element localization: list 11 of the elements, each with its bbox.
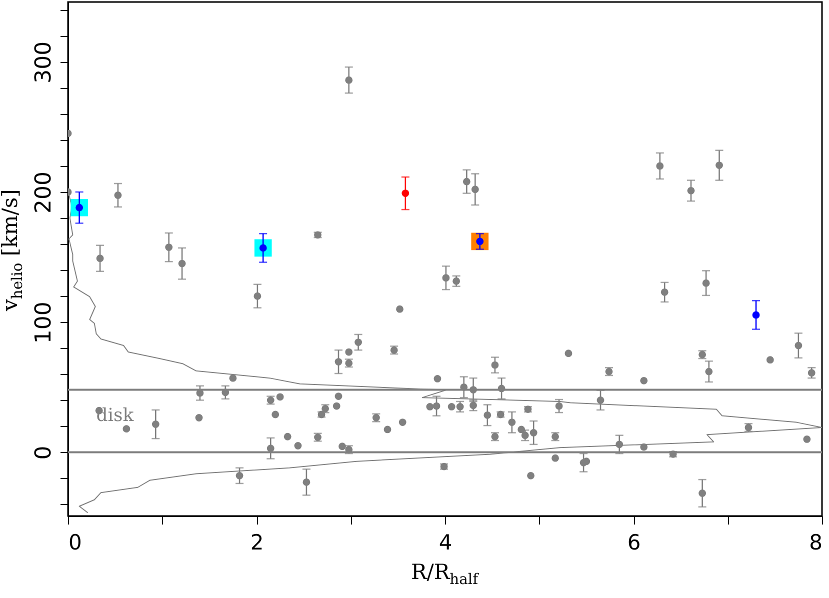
y-tick-label: 300 [32,41,56,84]
x-tick-label: 2 [250,530,264,554]
x-tick-label: 6 [627,530,641,554]
x-tick-label: 0 [68,530,82,554]
y-tick-label: 0 [32,446,56,460]
x-tick-label: 8 [809,530,822,554]
y-tick-label: 200 [32,171,56,214]
x-tick-label: 4 [438,530,452,554]
x-axis-title: R/R$_{half}$ [410,560,480,588]
annotation: disk [96,404,135,426]
y-tick-label: 100 [32,302,56,344]
